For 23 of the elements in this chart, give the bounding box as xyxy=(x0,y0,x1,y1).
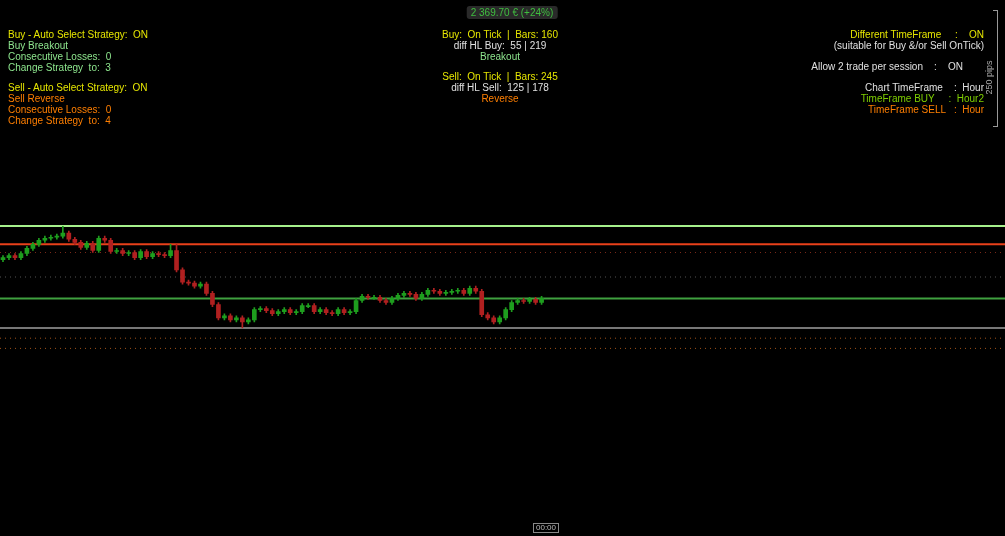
text: Consecutive Losses: 0 xyxy=(8,104,112,115)
text: Buy: On Tick | Bars: 160 xyxy=(442,29,558,40)
text: diff HL Sell: 125 | 178 xyxy=(451,82,549,93)
text: 00:00 xyxy=(533,523,560,533)
text: (suitable for Buy &/or Sell OnTick) xyxy=(833,40,984,51)
text: 250 pips xyxy=(983,59,995,95)
text: TimeFrame SELL : Hour xyxy=(868,104,984,115)
text: Sell Reverse xyxy=(8,93,65,104)
text: Buy - Auto Select Strategy: ON xyxy=(8,29,149,40)
text: Change Strategy to: 3 xyxy=(8,62,111,73)
text: Sell - Auto Select Strategy: ON xyxy=(8,82,148,93)
text: Chart TimeFrame : Hour xyxy=(865,82,984,93)
text: Allow 2 trade per session : ON xyxy=(811,61,963,72)
text: 2 369.70 € (+24%) xyxy=(466,6,558,19)
text: Change Strategy to: 4 xyxy=(8,115,111,126)
text: Reverse xyxy=(481,93,519,104)
text: diff HL Buy: 55 | 219 xyxy=(453,40,547,51)
text: Different TimeFrame : ON xyxy=(850,29,984,40)
text: Buy Breakout xyxy=(8,40,69,51)
text: TimeFrame BUY : Hour2 xyxy=(860,93,984,104)
text: Breakout xyxy=(479,51,521,62)
text: Consecutive Losses: 0 xyxy=(8,51,112,62)
text: Sell: On Tick | Bars: 245 xyxy=(442,71,558,82)
